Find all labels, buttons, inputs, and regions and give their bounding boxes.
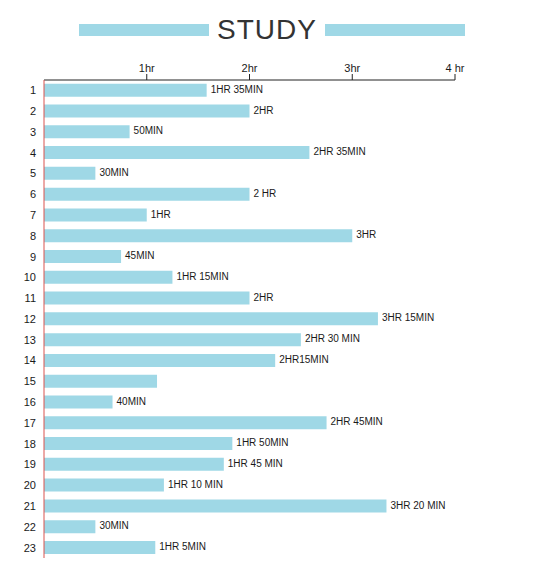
svg-text:2: 2 (30, 105, 36, 117)
svg-text:1HR 5MIN: 1HR 5MIN (159, 541, 206, 552)
svg-text:13: 13 (24, 334, 36, 346)
html-text:STUDY: STUDY (217, 14, 317, 45)
svg-text:40MIN: 40MIN (117, 396, 146, 407)
svg-text:2HR 30 MIN: 2HR 30 MIN (305, 333, 360, 344)
svg-text:30MIN: 30MIN (99, 167, 128, 178)
svg-text:2HR15MIN: 2HR15MIN (279, 354, 328, 365)
svg-text:3HR: 3HR (356, 229, 376, 240)
svg-text:17: 17 (24, 417, 36, 429)
svg-text:11: 11 (25, 292, 36, 304)
svg-text:50MIN: 50MIN (134, 125, 163, 136)
svg-text:6: 6 (30, 188, 36, 200)
svg-text:1HR: 1HR (151, 209, 171, 220)
svg-text:7: 7 (30, 209, 36, 221)
svg-text:20: 20 (24, 479, 36, 491)
svg-text:21: 21 (24, 500, 36, 512)
svg-text:1HR 10 MIN: 1HR 10 MIN (168, 479, 223, 490)
svg-text:23: 23 (24, 542, 36, 554)
svg-text:10: 10 (24, 271, 36, 283)
svg-text:4 hr: 4 hr (446, 62, 465, 74)
svg-text:30MIN: 30MIN (99, 520, 128, 531)
svg-text:5: 5 (30, 167, 36, 179)
svg-text:15: 15 (24, 375, 36, 387)
svg-text:1HR 15MIN: 1HR 15MIN (176, 271, 228, 282)
svg-text:1hr: 1hr (139, 62, 155, 74)
svg-text:1: 1 (30, 84, 36, 96)
svg-text:3: 3 (30, 126, 36, 138)
svg-text:4: 4 (30, 147, 36, 159)
svg-text:22: 22 (24, 521, 36, 533)
svg-text:45MIN: 45MIN (125, 250, 154, 261)
svg-text:2HR: 2HR (254, 292, 274, 303)
svg-text:1HR 45 MIN: 1HR 45 MIN (228, 458, 283, 469)
svg-text:12: 12 (24, 313, 36, 325)
svg-text:3hr: 3hr (344, 62, 360, 74)
svg-text:2 HR: 2 HR (254, 188, 277, 199)
svg-text:3HR 20 MIN: 3HR 20 MIN (390, 500, 445, 511)
svg-text:9: 9 (30, 251, 36, 263)
svg-text:19: 19 (24, 458, 36, 470)
svg-text:2HR 35MIN: 2HR 35MIN (313, 146, 365, 157)
svg-text:2HR 45MIN: 2HR 45MIN (331, 416, 383, 427)
svg-text:8: 8 (30, 230, 36, 242)
svg-text:2hr: 2hr (242, 62, 258, 74)
svg-text:18: 18 (24, 438, 36, 450)
svg-text:1HR 35MIN: 1HR 35MIN (211, 84, 263, 95)
svg-text:1HR 50MIN: 1HR 50MIN (236, 437, 288, 448)
svg-text:2HR: 2HR (254, 105, 274, 116)
svg-text:14: 14 (24, 354, 36, 366)
svg-text:16: 16 (24, 396, 36, 408)
svg-text:3HR 15MIN: 3HR 15MIN (382, 312, 434, 323)
